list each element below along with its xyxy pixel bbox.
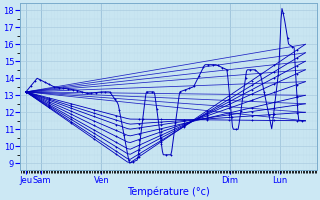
X-axis label: Température (°c): Température (°c) — [127, 186, 210, 197]
